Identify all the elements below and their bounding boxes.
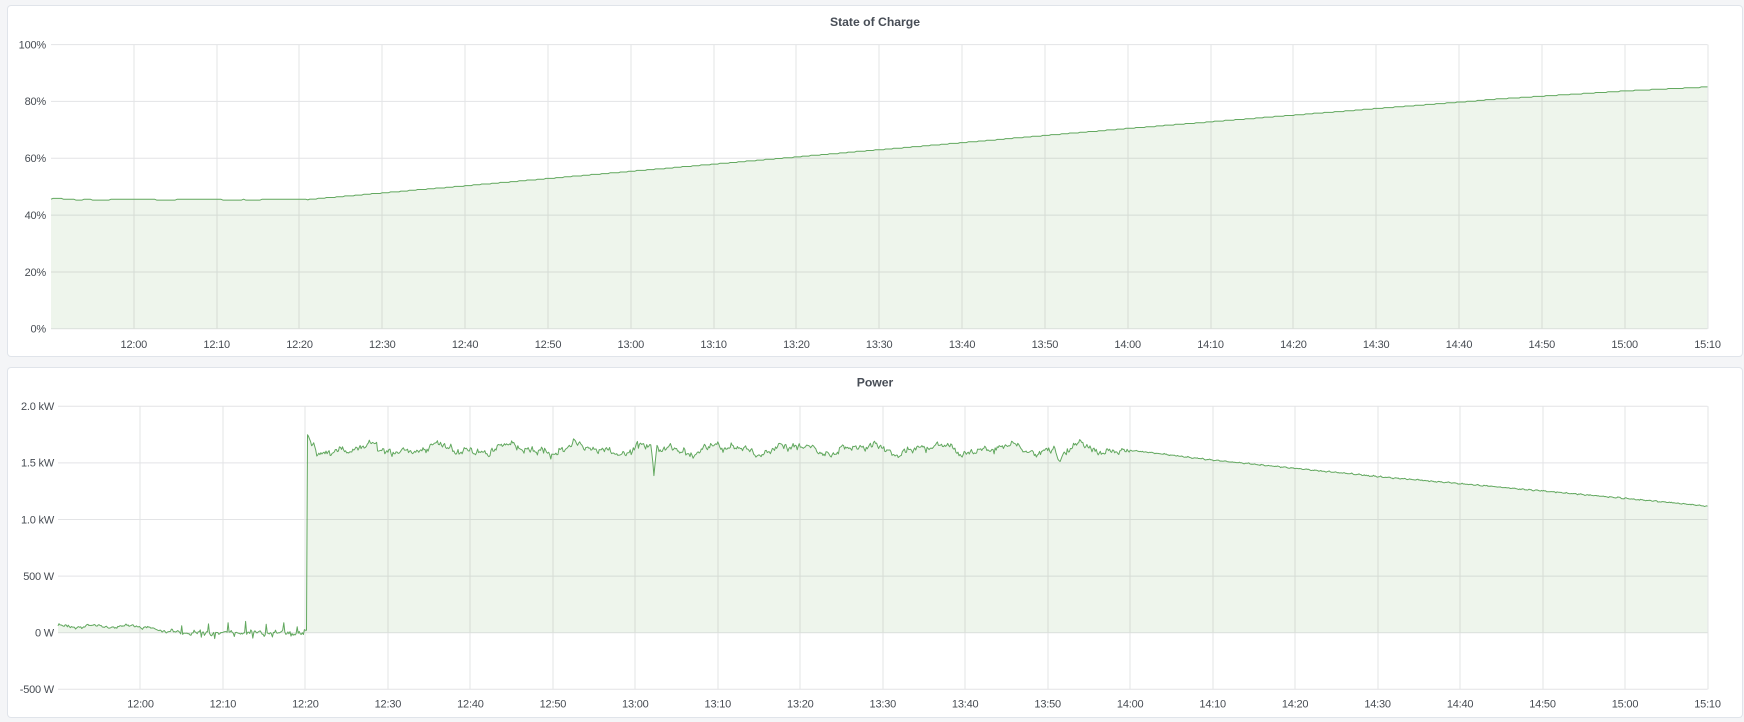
svg-text:12:00: 12:00 — [127, 699, 154, 711]
svg-text:60%: 60% — [25, 153, 47, 165]
svg-text:14:50: 14:50 — [1529, 339, 1556, 351]
svg-text:12:20: 12:20 — [286, 339, 313, 351]
svg-text:0 W: 0 W — [35, 628, 55, 640]
svg-text:15:10: 15:10 — [1694, 699, 1721, 711]
svg-text:12:40: 12:40 — [457, 699, 484, 711]
svg-text:12:40: 12:40 — [452, 339, 479, 351]
svg-text:State of Charge: State of Charge — [830, 15, 920, 29]
svg-text:12:50: 12:50 — [540, 699, 567, 711]
svg-text:14:50: 14:50 — [1529, 699, 1556, 711]
svg-text:14:30: 14:30 — [1363, 339, 1390, 351]
svg-text:12:10: 12:10 — [203, 339, 230, 351]
svg-text:13:50: 13:50 — [1032, 339, 1059, 351]
svg-text:13:30: 13:30 — [870, 699, 897, 711]
svg-text:13:00: 13:00 — [618, 339, 645, 351]
svg-text:14:20: 14:20 — [1282, 699, 1309, 711]
svg-text:80%: 80% — [25, 96, 47, 108]
svg-text:14:00: 14:00 — [1114, 339, 1141, 351]
svg-text:12:50: 12:50 — [535, 339, 562, 351]
svg-text:100%: 100% — [19, 39, 47, 51]
svg-text:2.0 kW: 2.0 kW — [21, 401, 55, 413]
svg-text:12:00: 12:00 — [121, 339, 148, 351]
svg-text:14:40: 14:40 — [1447, 699, 1474, 711]
svg-text:13:10: 13:10 — [700, 339, 727, 351]
svg-text:14:30: 14:30 — [1364, 699, 1391, 711]
svg-text:14:20: 14:20 — [1280, 339, 1307, 351]
svg-text:14:40: 14:40 — [1446, 339, 1473, 351]
svg-text:-500 W: -500 W — [20, 684, 55, 696]
svg-text:13:10: 13:10 — [705, 699, 732, 711]
svg-text:14:10: 14:10 — [1199, 699, 1226, 711]
svg-text:12:30: 12:30 — [369, 339, 396, 351]
svg-text:40%: 40% — [25, 210, 47, 222]
svg-text:13:00: 13:00 — [622, 699, 649, 711]
svg-text:13:20: 13:20 — [783, 339, 810, 351]
svg-text:13:20: 13:20 — [787, 699, 814, 711]
svg-text:12:20: 12:20 — [292, 699, 319, 711]
svg-text:14:10: 14:10 — [1197, 339, 1224, 351]
svg-text:12:10: 12:10 — [210, 699, 237, 711]
svg-text:20%: 20% — [25, 267, 47, 279]
svg-text:15:10: 15:10 — [1694, 339, 1721, 351]
svg-text:13:40: 13:40 — [952, 699, 979, 711]
svg-text:1.0 kW: 1.0 kW — [21, 514, 55, 526]
svg-text:1.5 kW: 1.5 kW — [21, 458, 55, 470]
svg-text:12:30: 12:30 — [375, 699, 402, 711]
svg-text:14:00: 14:00 — [1117, 699, 1144, 711]
svg-text:13:50: 13:50 — [1034, 699, 1061, 711]
svg-text:0%: 0% — [31, 324, 47, 336]
svg-text:15:00: 15:00 — [1611, 339, 1638, 351]
svg-text:13:40: 13:40 — [949, 339, 976, 351]
svg-text:Power: Power — [857, 376, 894, 390]
svg-text:500 W: 500 W — [23, 571, 55, 583]
svg-text:15:00: 15:00 — [1612, 699, 1639, 711]
svg-text:13:30: 13:30 — [866, 339, 893, 351]
